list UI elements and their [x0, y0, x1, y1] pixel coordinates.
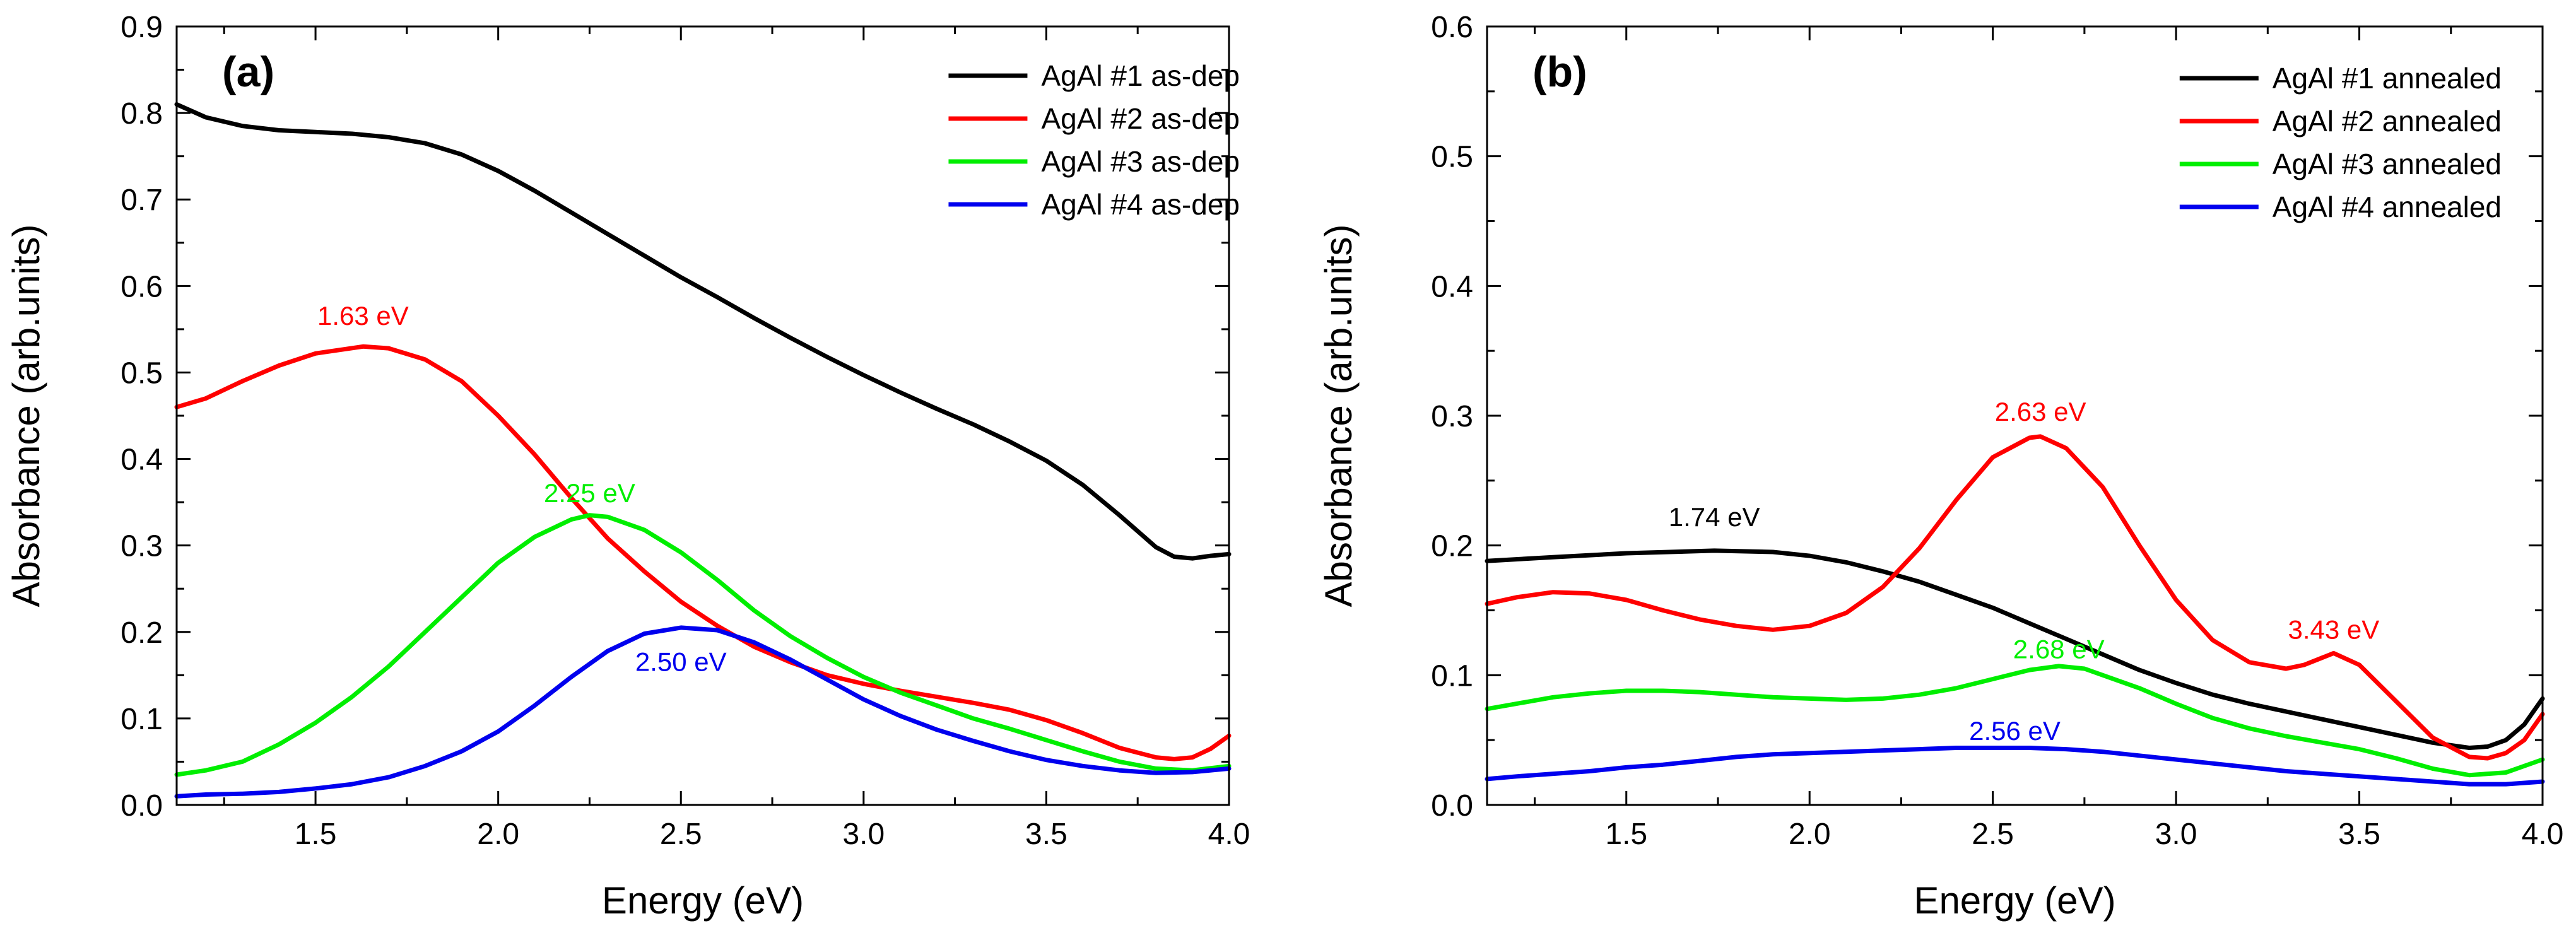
peak-annotation: 1.63 eV [317, 301, 409, 331]
legend-item: AgAl #1 as-dep [948, 59, 1240, 92]
legend-label: AgAl #1 as-dep [1041, 59, 1240, 92]
series-line-4 [1485, 746, 2545, 787]
y-tick-label: 0.1 [1431, 659, 1473, 693]
series-line-4 [174, 625, 1232, 799]
x-tick-label: 2.5 [660, 818, 702, 851]
x-tick-label: 3.5 [2338, 818, 2380, 851]
y-tick-label: 0.8 [121, 97, 163, 131]
y-axis: 0.0 0.1 0.2 0.3 0.4 0.5 0.6 [1431, 11, 2543, 823]
panel-a: 1.5 2.0 2.5 3.0 3.5 4.00.00.10.20.30.40.50.60… [5, 11, 1250, 922]
y-tick-label: 0.4 [1431, 270, 1473, 303]
panel-b: 1.5 2.0 2.5 3.0 3.5 4.0 0.0 0.1 0.2 0.3 0.4 0.5 0.6 E… [1317, 11, 2563, 922]
y-tick-label: 0.3 [1431, 400, 1473, 433]
y-tick-label: 0.0 [1431, 789, 1473, 823]
peak-annotation: 1.74 eV [1669, 502, 1760, 532]
y-tick-label: 0.4 [121, 443, 163, 477]
x-tick-label: 2.0 [477, 818, 519, 851]
y-axis: 0.0 0.1 0.2 0.3 0.4 0.5 0.6 0.7 0.8 0.9 [121, 11, 1229, 823]
legend-item: AgAl #3 as-dep [948, 145, 1240, 178]
y-tick-label: 0.6 [121, 270, 163, 303]
legend: AgAl #1 as-dep AgAl #2 as-dep AgAl #3 as-d… [948, 59, 1240, 221]
y-tick-label: 0.5 [1431, 141, 1473, 174]
x-tick-label: 3.0 [2155, 818, 2197, 851]
peak-annotation: 2.63 eV [1995, 397, 2086, 426]
x-tick-label: 1.5 [1605, 818, 1647, 851]
y-tick-label: 0.6 [1431, 11, 1473, 44]
annotations: 1.63 eV 2.25 eV 2.50 eV [317, 301, 727, 676]
legend-item: AgAl #2 as-dep [948, 102, 1240, 135]
x-tick-label: 4.0 [2522, 818, 2564, 851]
x-axis-title: Energy (eV) [1914, 879, 2115, 922]
series-line-2 [1485, 434, 2545, 761]
legend: AgAl #1 annealed AgAl #2 annealed AgAl #3 … [2179, 62, 2502, 223]
y-tick-label: 0.2 [121, 616, 163, 650]
legend-item: AgAl #2 annealed [2179, 105, 2502, 138]
y-tick-label: 0.9 [121, 11, 163, 44]
x-tick-label: 2.5 [1972, 818, 2014, 851]
legend-label: AgAl #1 annealed [2273, 62, 2502, 95]
series-line-1 [174, 102, 1232, 561]
panel-label: (b) [1532, 48, 1587, 96]
legend-item: AgAl #4 annealed [2179, 191, 2502, 223]
series-line-3 [174, 513, 1232, 777]
series-group [1485, 434, 2545, 787]
y-tick-label: 0.7 [121, 184, 163, 217]
y-tick-label: 0.5 [121, 356, 163, 390]
legend-label: AgAl #4 as-dep [1041, 188, 1240, 221]
peak-annotation: 3.43 eV [2288, 615, 2379, 645]
series-line-3 [1485, 664, 2545, 778]
y-tick-label: 0.1 [121, 703, 163, 736]
peak-annotation: 2.68 eV [2013, 635, 2105, 664]
x-tick-label: 3.5 [1025, 818, 1067, 851]
x-tick-label: 1.5 [295, 818, 337, 851]
peak-annotation: 2.25 eV [544, 478, 635, 508]
x-tick-label: 2.0 [1789, 818, 1831, 851]
y-tick-label: 0.2 [1431, 530, 1473, 563]
x-tick-label: 3.0 [842, 818, 885, 851]
x-axis: 1.5 2.0 2.5 3.0 3.5 4.0 [223, 26, 1250, 851]
panel-label: (a) [222, 48, 274, 96]
legend-item: AgAl #4 as-dep [948, 188, 1240, 221]
x-axis: 1.5 2.0 2.5 3.0 3.5 4.0 [1534, 26, 2564, 851]
y-tick-label: 0.0 [121, 789, 163, 823]
peak-annotation: 2.50 eV [635, 647, 727, 676]
x-axis-title: Energy (eV) [602, 879, 804, 922]
peak-annotation: 2.56 eV [1969, 716, 2061, 746]
legend-item: AgAl #3 annealed [2179, 148, 2502, 180]
legend-label: AgAl #2 annealed [2273, 105, 2502, 138]
legend-item: AgAl #1 annealed [2179, 62, 2502, 95]
y-axis-title: Absorbance (arb.units) [5, 225, 47, 607]
legend-label: AgAl #4 annealed [2273, 191, 2502, 223]
legend-label: AgAl #3 as-dep [1041, 145, 1240, 178]
series-group [174, 102, 1232, 799]
legend-label: AgAl #3 annealed [2273, 148, 2502, 180]
y-tick-label: 0.3 [121, 530, 163, 563]
y-axis-title: Absorbance (arb.units) [1317, 225, 1360, 607]
legend-label: AgAl #2 as-dep [1041, 102, 1240, 135]
x-tick-label: 4.0 [1208, 818, 1250, 851]
annotations: 1.74 eV 2.63 eV 3.43 eV 2.68 eV 2.56 eV [1669, 397, 2380, 746]
